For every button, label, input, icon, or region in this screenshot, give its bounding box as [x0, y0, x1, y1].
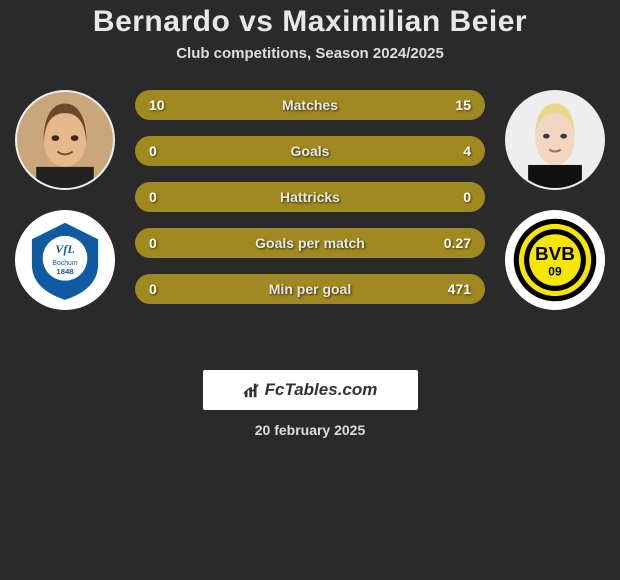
stat-label: Goals [291, 143, 330, 159]
stat-left-value: 0 [149, 281, 157, 297]
stat-row: 0 Goals 4 [135, 136, 485, 166]
left-club-badge: VfL Bochum 1848 [15, 210, 115, 310]
subtitle: Club competitions, Season 2024/2025 [0, 45, 620, 62]
right-player-column: BVB 09 [500, 90, 610, 310]
stat-row: 0 Goals per match 0.27 [135, 228, 485, 258]
right-player-avatar [505, 90, 605, 190]
comparison-body: VfL Bochum 1848 [0, 90, 620, 350]
stat-label: Hattricks [280, 189, 340, 205]
bar-chart-icon [243, 381, 261, 399]
comparison-card: Bernardo vs Maximilian Beier Club compet… [0, 0, 620, 400]
stat-bars: 10 Matches 15 0 Goals 4 0 Hattricks 0 0 … [135, 90, 485, 304]
attribution-text: FcTables.com [265, 380, 378, 400]
date-text: 20 february 2025 [0, 422, 620, 438]
stat-right-value: 4 [463, 143, 471, 159]
stat-left-value: 0 [149, 189, 157, 205]
stat-right-value: 0.27 [444, 235, 471, 251]
stat-label: Goals per match [255, 235, 365, 251]
svg-text:VfL: VfL [55, 242, 74, 256]
right-club-badge: BVB 09 [505, 210, 605, 310]
stat-label: Min per goal [269, 281, 351, 297]
stat-left-value: 0 [149, 235, 157, 251]
page-title: Bernardo vs Maximilian Beier [0, 5, 620, 39]
svg-text:BVB: BVB [535, 244, 575, 265]
stat-right-value: 0 [463, 189, 471, 205]
svg-text:09: 09 [548, 264, 562, 278]
svg-text:1848: 1848 [56, 267, 74, 276]
left-player-column: VfL Bochum 1848 [10, 90, 120, 310]
stat-right-value: 471 [448, 281, 471, 297]
stat-row: 10 Matches 15 [135, 90, 485, 120]
stat-right-value: 15 [455, 97, 471, 113]
stat-row: 0 Min per goal 471 [135, 274, 485, 304]
left-player-avatar [15, 90, 115, 190]
stat-left-value: 10 [149, 97, 165, 113]
stat-label: Matches [282, 97, 338, 113]
stat-left-value: 0 [149, 143, 157, 159]
attribution-badge: FcTables.com [203, 370, 418, 410]
stat-row: 0 Hattricks 0 [135, 182, 485, 212]
